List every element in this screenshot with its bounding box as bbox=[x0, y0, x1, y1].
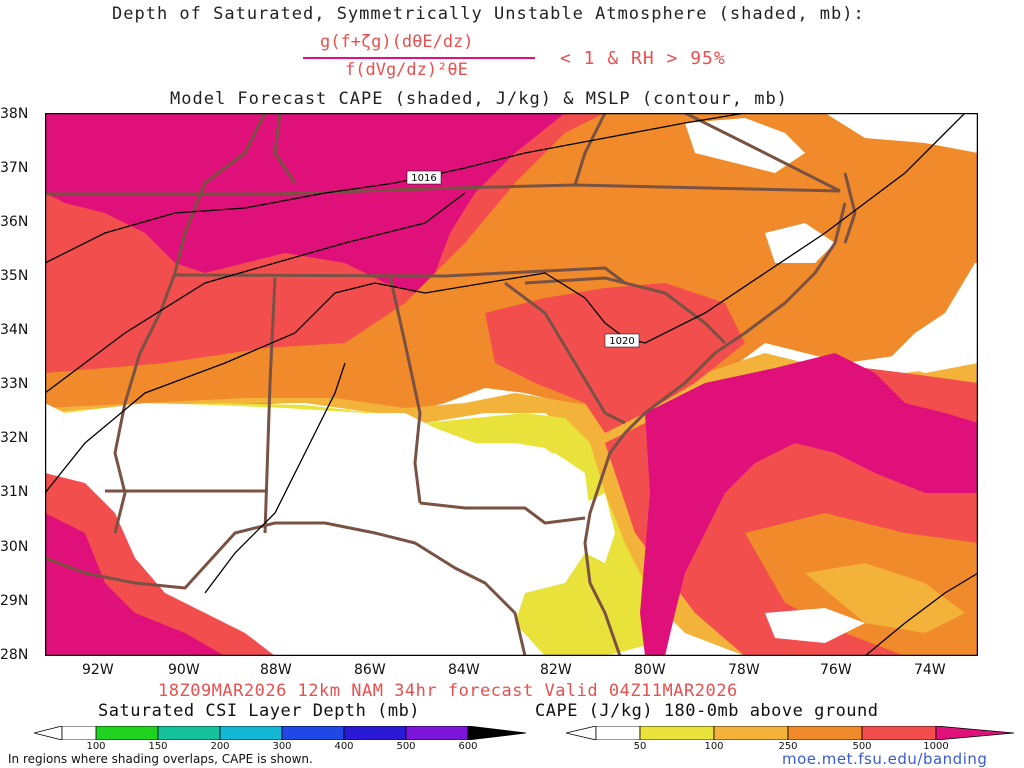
csi-tick: 200 bbox=[210, 741, 230, 752]
equation-numerator: g(f+ζg)(dθE/dz) bbox=[320, 32, 474, 52]
mslp-isobars bbox=[45, 113, 978, 656]
lon-label: 82W bbox=[540, 662, 572, 678]
fraction-bar bbox=[303, 57, 535, 59]
lon-label: 76W bbox=[820, 662, 852, 678]
csi-colorbar-title: Saturated CSI Layer Depth (mb) bbox=[98, 701, 421, 721]
overlap-note: In regions where shading overlaps, CAPE … bbox=[8, 752, 313, 766]
unshaded-regions bbox=[45, 113, 978, 656]
equation-denominator: f(dVg/dz)²θE bbox=[345, 60, 468, 80]
lon-label: 84W bbox=[448, 662, 480, 678]
lat-label: 37N bbox=[0, 160, 29, 176]
isobar-label-1016: 1016 bbox=[411, 173, 436, 184]
lat-label: 32N bbox=[0, 430, 29, 446]
lon-label: 88W bbox=[260, 662, 292, 678]
cape-tick: 250 bbox=[778, 741, 798, 752]
map-frame bbox=[45, 113, 978, 656]
csi-tick: 150 bbox=[148, 741, 168, 752]
isobar-labels: 1016 1020 bbox=[406, 170, 640, 348]
cape-tick: 50 bbox=[633, 741, 647, 752]
lat-label: 33N bbox=[0, 376, 29, 392]
cape-colorbar bbox=[566, 726, 1014, 740]
state-borders bbox=[45, 113, 857, 656]
csi-tick: 100 bbox=[86, 741, 106, 752]
lon-label: 92W bbox=[82, 662, 114, 678]
lon-label: 78W bbox=[728, 662, 760, 678]
csi-tick: 300 bbox=[272, 741, 292, 752]
lat-label: 36N bbox=[0, 214, 29, 230]
lat-label: 35N bbox=[0, 268, 29, 284]
lat-label: 29N bbox=[0, 593, 29, 609]
cape-shading bbox=[45, 113, 978, 656]
csi-tick: 400 bbox=[334, 741, 354, 752]
cape-tick: 500 bbox=[852, 741, 872, 752]
csi-tick: 500 bbox=[396, 741, 416, 752]
csi-tick: 600 bbox=[458, 741, 478, 752]
lon-label: 90W bbox=[168, 662, 200, 678]
title-line-1: Depth of Saturated, Symmetrically Unstab… bbox=[112, 4, 865, 24]
lon-label: 80W bbox=[634, 662, 666, 678]
cape-colorbar-title: CAPE (J/kg) 180-0mb above ground bbox=[535, 701, 879, 721]
lon-label: 74W bbox=[914, 662, 946, 678]
lat-label: 28N bbox=[0, 647, 29, 663]
cape-tick: 100 bbox=[704, 741, 724, 752]
isobar-label-1020: 1020 bbox=[609, 336, 634, 347]
condition-text: < 1 & RH > 95% bbox=[560, 48, 726, 69]
lat-label: 30N bbox=[0, 539, 29, 555]
source-link[interactable]: moe.met.fsu.edu/banding bbox=[782, 750, 988, 768]
lat-label: 31N bbox=[0, 484, 29, 500]
valid-time-line: 18Z09MAR2026 12km NAM 34hr forecast Vali… bbox=[158, 681, 738, 701]
title-line-3: Model Forecast CAPE (shaded, J/kg) & MSL… bbox=[170, 89, 788, 109]
lat-label: 34N bbox=[0, 322, 29, 338]
csi-colorbar bbox=[34, 726, 526, 740]
cape-tick: 1000 bbox=[923, 741, 949, 752]
lon-label: 86W bbox=[354, 662, 386, 678]
forecast-map: 1016 1020 bbox=[45, 113, 978, 656]
lat-label: 38N bbox=[0, 106, 29, 122]
